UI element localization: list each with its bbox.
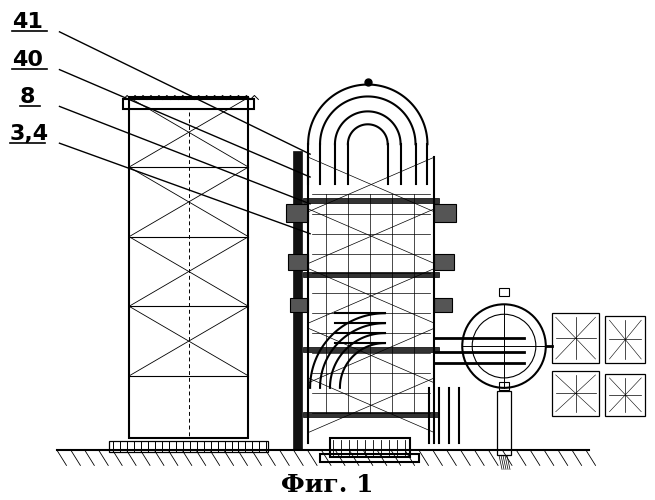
Text: 3,4: 3,4	[10, 124, 49, 144]
Bar	[288, 254, 308, 270]
Bar	[303, 412, 440, 416]
Bar	[109, 440, 269, 452]
Text: Фиг. 1: Фиг. 1	[281, 474, 373, 498]
Bar	[499, 288, 509, 296]
Bar	[605, 316, 645, 363]
Bar	[605, 374, 645, 416]
Bar	[290, 298, 308, 312]
Bar	[320, 454, 419, 462]
Bar	[552, 371, 599, 416]
Bar	[129, 98, 248, 437]
Bar	[330, 438, 409, 458]
Bar	[434, 298, 453, 312]
Bar	[434, 254, 455, 270]
Bar	[293, 151, 302, 450]
Bar	[499, 382, 509, 390]
Bar	[286, 204, 308, 222]
Text: 41: 41	[12, 12, 43, 32]
Bar	[303, 198, 440, 203]
Bar	[552, 314, 599, 363]
Text: 40: 40	[12, 50, 43, 70]
Bar	[497, 391, 511, 456]
Bar	[123, 100, 254, 110]
Text: 8: 8	[20, 88, 35, 108]
Bar	[303, 347, 440, 352]
Bar	[303, 272, 440, 278]
Bar	[434, 204, 457, 222]
